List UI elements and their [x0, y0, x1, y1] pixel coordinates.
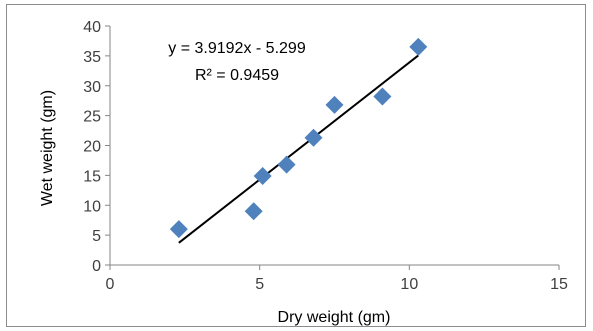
y-tick-label: 10: [83, 198, 101, 215]
trendline-group: [178, 54, 419, 244]
chart-area: [6, 4, 586, 327]
data-point-marker: [325, 95, 344, 114]
trendline: [178, 54, 419, 244]
x-tick-label: 5: [255, 276, 264, 293]
y-tick-label: 0: [92, 258, 101, 275]
y-tick-label: 25: [83, 109, 101, 126]
x-axis-title: Dry weight (gm): [278, 309, 391, 326]
data-point-marker: [277, 155, 296, 174]
y-tick-label: 40: [83, 19, 101, 36]
axes: [105, 25, 560, 270]
y-tick-label: 35: [83, 49, 101, 66]
data-point-marker: [304, 128, 323, 147]
data-point-marker: [409, 37, 428, 56]
y-tick-label: 30: [83, 79, 101, 96]
data-point-marker: [169, 220, 188, 239]
y-tick-label: 20: [83, 139, 101, 156]
data-point-marker: [373, 87, 392, 106]
x-tick-label: 10: [400, 276, 418, 293]
data-point-marker: [244, 202, 263, 221]
data-point-marker: [253, 166, 272, 185]
x-tick-label: 0: [106, 276, 115, 293]
tick-labels: 0 5 10 15 20 25 30 35 40 0 5 10 15: [83, 19, 568, 293]
trendline-r2-label: R² = 0.9459: [195, 67, 279, 84]
y-axis-title: Wet weight (gm): [39, 90, 56, 206]
data-points: [169, 37, 428, 239]
y-tick-label: 15: [83, 168, 101, 185]
x-tick-label: 15: [550, 276, 568, 293]
y-tick-label: 5: [92, 228, 101, 245]
trendline-equation-label: y = 3.9192x - 5.299: [168, 40, 306, 57]
